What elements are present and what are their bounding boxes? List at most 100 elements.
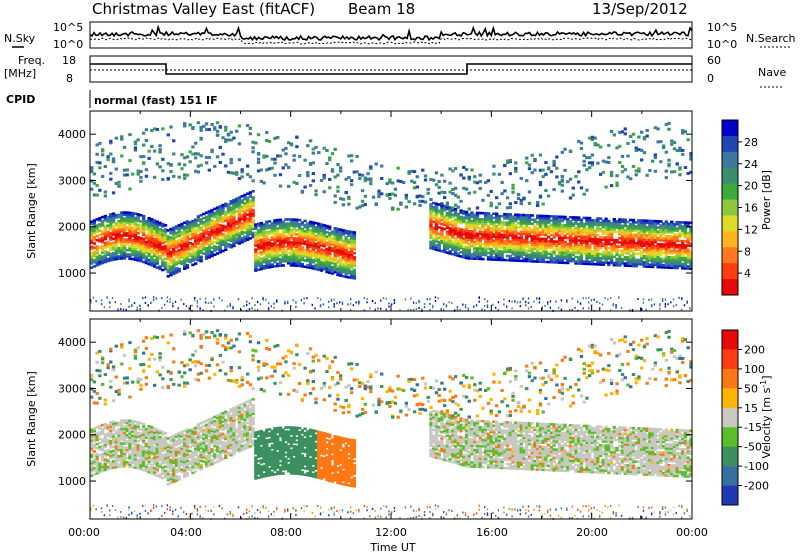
power-cell [516, 192, 521, 196]
power-cell [273, 157, 277, 161]
power-cell [681, 129, 685, 133]
power-cell [434, 244, 439, 247]
power-cell [601, 223, 606, 227]
power-cell [667, 266, 671, 269]
power-cell [462, 237, 466, 240]
power-cell [629, 264, 633, 268]
power-cell [478, 249, 482, 252]
power-cell [369, 307, 371, 310]
power-cell [251, 196, 255, 199]
power-cell [319, 231, 324, 235]
power-cell [243, 235, 247, 239]
power-cell [560, 240, 564, 244]
power-cell [232, 171, 236, 175]
power-cell [202, 248, 206, 251]
power-cell [300, 242, 305, 245]
power-cell [103, 229, 108, 233]
power-cell [481, 224, 485, 228]
power-cell [191, 152, 195, 156]
power-cell [297, 231, 302, 234]
power-cell [582, 241, 586, 245]
power-cell [470, 236, 474, 240]
power-cell [530, 153, 534, 157]
power-cell [322, 238, 326, 242]
power-cell [92, 193, 97, 197]
velocity-cell [103, 462, 108, 466]
power-cell [339, 259, 343, 263]
power-cell [276, 233, 280, 236]
power-cell [686, 231, 690, 235]
power-cell [527, 234, 532, 238]
power-cell [363, 176, 367, 180]
power-cell [593, 229, 597, 233]
power-cell [177, 175, 181, 179]
power-cell [640, 235, 644, 239]
power-cell [380, 299, 382, 302]
power-cell [607, 263, 611, 267]
power-cell [125, 248, 129, 252]
power-cell [456, 212, 461, 216]
power-cell [297, 218, 302, 222]
power-cell [429, 232, 433, 235]
power-cell [210, 227, 214, 231]
power-cell [442, 248, 447, 252]
power-cell [497, 216, 502, 220]
power-cell [172, 152, 176, 156]
power-cell [467, 244, 471, 248]
power-cell [609, 224, 614, 227]
power-cell [634, 264, 638, 268]
power-cell [453, 222, 458, 225]
power-cell [133, 216, 138, 220]
power-cell [377, 191, 381, 195]
power-cell [155, 255, 160, 259]
power-cell [347, 202, 351, 206]
power-cell [686, 252, 690, 256]
power-cell [560, 236, 564, 240]
power-cell [664, 259, 668, 263]
power-cell [339, 249, 343, 252]
power-cell [330, 249, 335, 252]
power-cell [456, 231, 461, 235]
power-cell [191, 226, 195, 229]
power-cell [213, 240, 217, 244]
power-cell [276, 245, 280, 249]
power-cell [339, 261, 343, 265]
power-cell [494, 233, 499, 236]
power-cell [546, 219, 551, 222]
power-cell [273, 223, 277, 226]
power-cell [295, 239, 299, 242]
power-cell [158, 255, 162, 258]
power-cell [103, 225, 108, 228]
power-cell [530, 239, 534, 242]
power-cell [193, 231, 198, 234]
power-cell [555, 248, 559, 252]
power-cell [440, 208, 444, 211]
power-cell [667, 243, 671, 247]
power-cell [273, 240, 277, 243]
power-cell [191, 244, 195, 248]
power-cell [292, 299, 294, 302]
power-cell [544, 231, 548, 235]
power-cell [500, 221, 504, 224]
power-cell [180, 262, 184, 265]
power-cell [434, 183, 439, 187]
power-cell [519, 176, 523, 180]
power-cell [204, 232, 209, 235]
power-cell [336, 244, 340, 248]
power-cell [642, 233, 647, 237]
power-cell [568, 226, 573, 229]
power-cell [598, 307, 601, 310]
power-cell [218, 232, 222, 235]
power-cell [497, 229, 502, 232]
power-cell [533, 220, 537, 224]
power-cell [306, 240, 310, 244]
power-cell [388, 178, 392, 182]
power-cell [270, 257, 274, 260]
power-cell [319, 260, 324, 264]
power-cell [196, 229, 201, 233]
power-cell [333, 241, 337, 245]
power-cell [278, 226, 283, 230]
power-cell [259, 238, 263, 242]
power-cell [352, 260, 357, 263]
power-cell [525, 245, 529, 248]
